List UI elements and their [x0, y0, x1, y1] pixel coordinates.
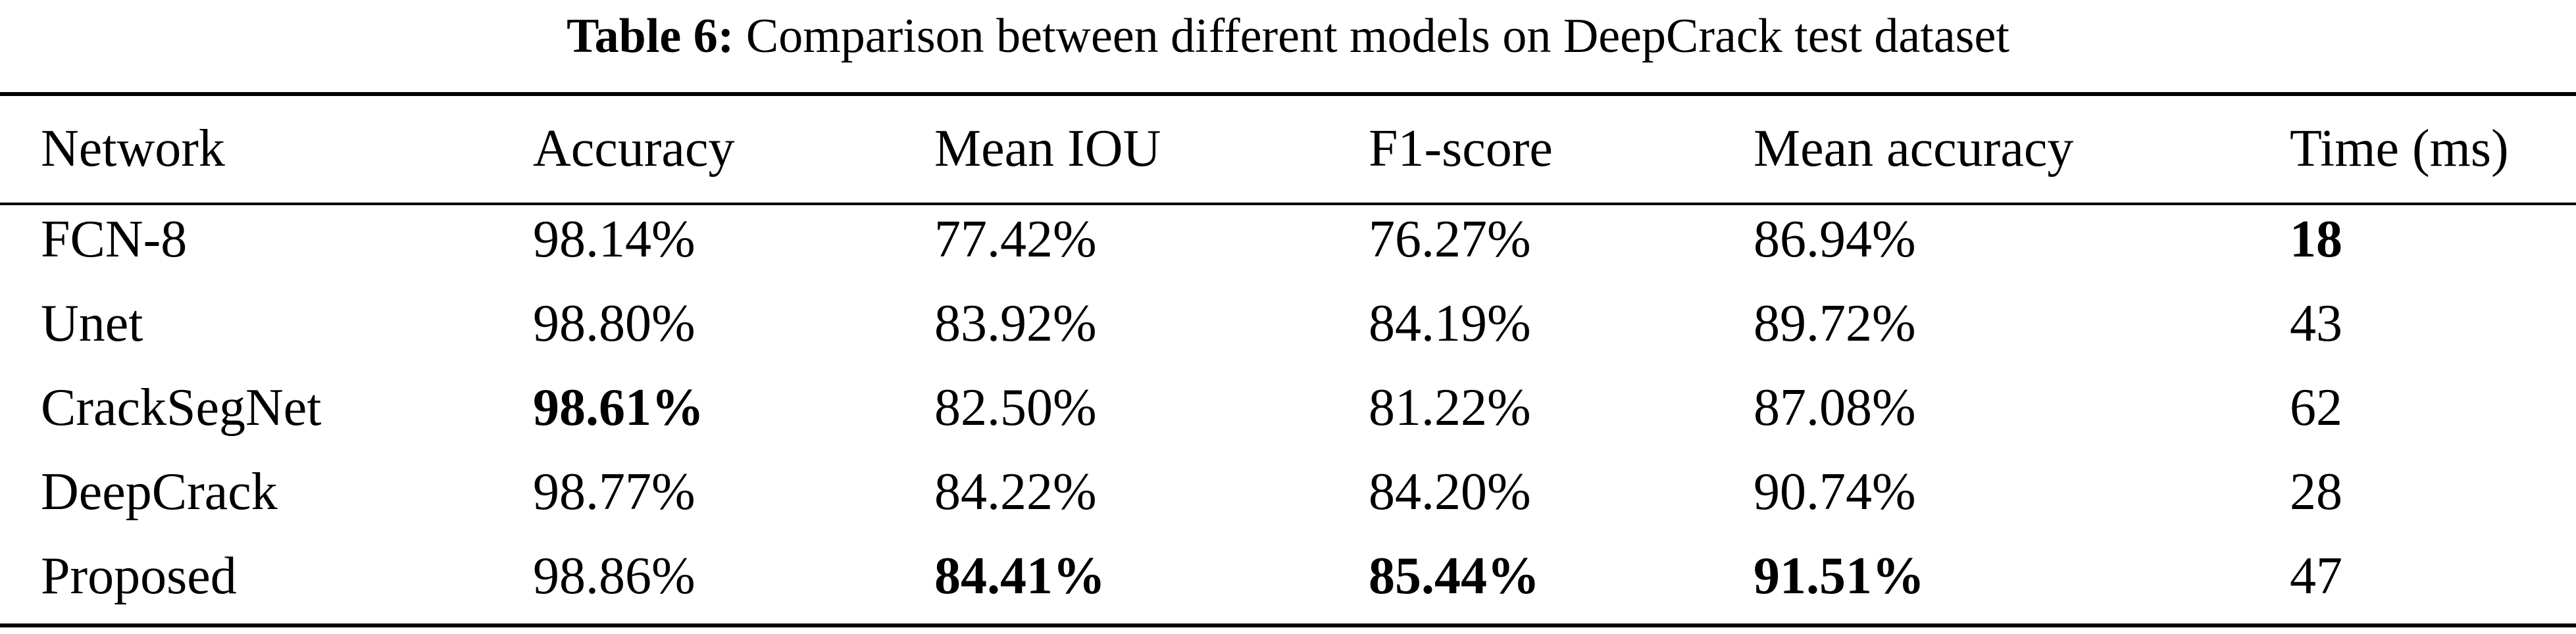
- cell-mean-accuracy: 90.74%: [1754, 463, 1916, 521]
- cell-network: Proposed: [41, 547, 237, 605]
- cell-f1-score: 84.19%: [1369, 295, 1531, 353]
- cell-f1-score: 81.22%: [1369, 379, 1531, 437]
- header-time: Time (ms): [2290, 120, 2509, 178]
- cell-mean-iou: 84.22%: [934, 463, 1097, 521]
- cell-accuracy: 98.80%: [533, 295, 695, 353]
- table-row: DeepCrack 98.77% 84.22% 84.20% 90.74% 28: [0, 450, 2576, 534]
- table-caption: Table 6: Comparison between different mo…: [0, 0, 2576, 72]
- table-top-rule: [0, 92, 2576, 96]
- cell-network: FCN-8: [41, 210, 188, 268]
- cell-mean-iou: 84.41%: [934, 547, 1105, 605]
- table-header-rule: [0, 203, 2576, 205]
- table-row: CrackSegNet 98.61% 82.50% 81.22% 87.08% …: [0, 366, 2576, 450]
- cell-mean-accuracy: 91.51%: [1754, 547, 1925, 605]
- cell-mean-accuracy: 89.72%: [1754, 295, 1916, 353]
- table-row: Unet 98.80% 83.92% 84.19% 89.72% 43: [0, 281, 2576, 366]
- cell-time: 47: [2290, 547, 2342, 605]
- cell-f1-score: 85.44%: [1369, 547, 1540, 605]
- cell-time: 62: [2290, 379, 2342, 437]
- header-mean-iou: Mean IOU: [934, 120, 1161, 178]
- cell-accuracy: 98.77%: [533, 463, 695, 521]
- table-bottom-rule: [0, 623, 2576, 627]
- cell-time: 28: [2290, 463, 2342, 521]
- cell-time: 43: [2290, 295, 2342, 353]
- cell-f1-score: 76.27%: [1369, 210, 1531, 268]
- cell-mean-iou: 83.92%: [934, 295, 1097, 353]
- table-header-row: Network Accuracy Mean IOU F1-score Mean …: [0, 107, 2576, 191]
- header-f1-score: F1-score: [1369, 120, 1553, 178]
- cell-mean-accuracy: 86.94%: [1754, 210, 1916, 268]
- cell-f1-score: 84.20%: [1369, 463, 1531, 521]
- cell-network: CrackSegNet: [41, 379, 322, 437]
- table-caption-text: Comparison between different models on D…: [745, 9, 2009, 63]
- cell-mean-accuracy: 87.08%: [1754, 379, 1916, 437]
- header-mean-accuracy: Mean accuracy: [1754, 120, 2074, 178]
- cell-mean-iou: 82.50%: [934, 379, 1097, 437]
- cell-mean-iou: 77.42%: [934, 210, 1097, 268]
- cell-time: 18: [2290, 210, 2342, 268]
- cell-accuracy: 98.86%: [533, 547, 695, 605]
- header-accuracy: Accuracy: [533, 120, 735, 178]
- table-row: Proposed 98.86% 84.41% 85.44% 91.51% 47: [0, 534, 2576, 618]
- table-row: FCN-8 98.14% 77.42% 76.27% 86.94% 18: [0, 197, 2576, 281]
- cell-accuracy: 98.14%: [533, 210, 695, 268]
- cell-network: Unet: [41, 295, 143, 353]
- cell-network: DeepCrack: [41, 463, 278, 521]
- header-network: Network: [41, 120, 225, 178]
- table-caption-label: Table 6:: [567, 9, 734, 63]
- cell-accuracy: 98.61%: [533, 379, 704, 437]
